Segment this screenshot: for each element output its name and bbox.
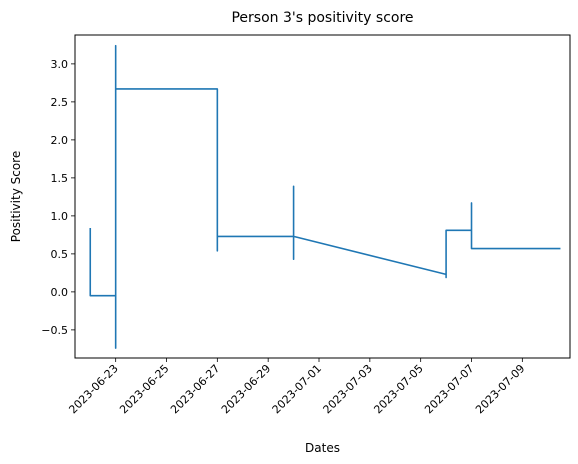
x-axis: 2023-06-232023-06-252023-06-272023-06-29… — [66, 358, 527, 416]
x-tick-label: 2023-07-07 — [422, 362, 476, 416]
y-tick-label: 0.5 — [51, 248, 69, 261]
x-tick-label: 2023-07-05 — [371, 362, 425, 416]
x-tick-label: 2023-07-03 — [321, 362, 375, 416]
y-tick-label: 2.0 — [51, 134, 69, 147]
y-tick-label: −0.5 — [41, 324, 68, 337]
x-axis-label: Dates — [305, 441, 340, 455]
x-tick-label: 2023-06-29 — [219, 362, 273, 416]
y-tick-label: 1.5 — [51, 172, 69, 185]
y-axis: −0.5 0.0 0.5 1.0 1.5 2.0 2.5 3.0 — [41, 58, 75, 337]
series-line — [89, 44, 561, 349]
y-tick-label: 2.5 — [51, 96, 69, 109]
chart-title: Person 3's positivity score — [231, 10, 413, 26]
x-tick-label: 2023-06-27 — [168, 362, 222, 416]
x-tick-label: 2023-06-23 — [66, 362, 120, 416]
x-tick-label: 2023-06-25 — [117, 362, 171, 416]
y-tick-label: 0.0 — [51, 286, 69, 299]
y-tick-label: 1.0 — [51, 210, 69, 223]
y-tick-label: 3.0 — [51, 58, 69, 71]
y-axis-label: Positivity Score — [9, 151, 23, 242]
x-tick-label: 2023-07-01 — [270, 362, 324, 416]
x-tick-label: 2023-07-09 — [473, 362, 527, 416]
plot-frame — [74, 34, 571, 359]
